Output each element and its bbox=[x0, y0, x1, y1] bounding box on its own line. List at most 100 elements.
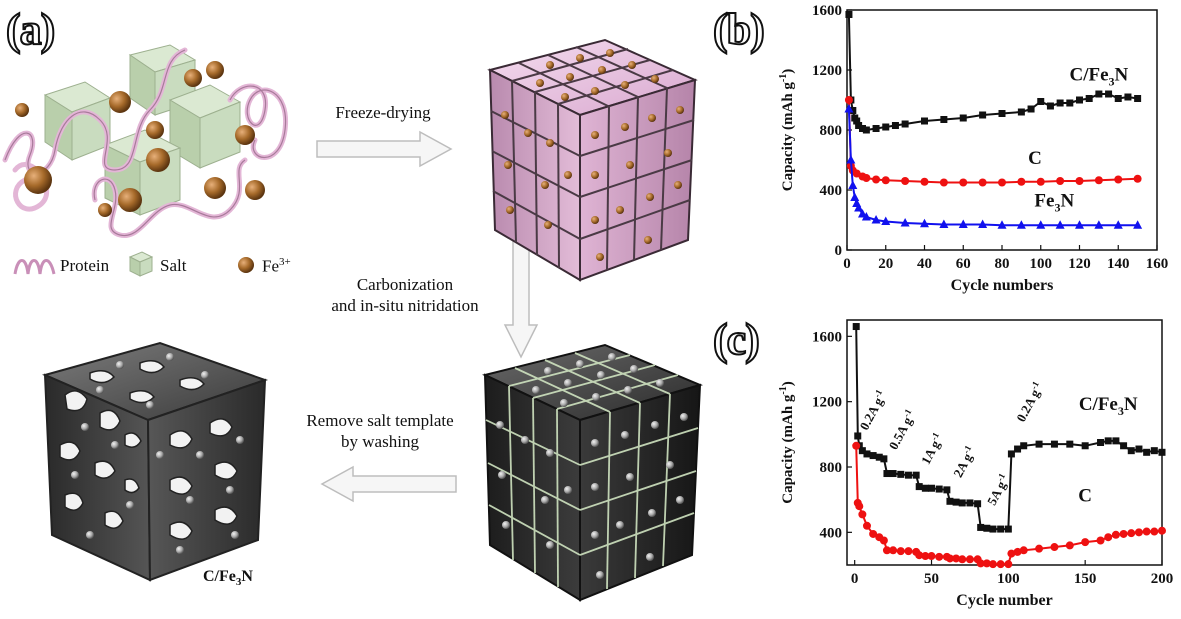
data-point-circle bbox=[855, 502, 864, 511]
x-tick-label: 140 bbox=[1107, 256, 1130, 272]
data-point-triangle bbox=[871, 215, 881, 224]
salt-legend-icon bbox=[128, 251, 154, 277]
carbonization-label-line2: and in-situ nitridation bbox=[331, 296, 479, 316]
data-point-triangle bbox=[1055, 220, 1065, 229]
data-point-square bbox=[1112, 437, 1120, 445]
data-point-circle bbox=[939, 178, 948, 187]
x-tick-label: 20 bbox=[878, 256, 893, 272]
data-point-triangle bbox=[1094, 220, 1104, 229]
data-point-square bbox=[882, 123, 890, 131]
series-label: C/Fe3N bbox=[1069, 65, 1128, 89]
data-point-square bbox=[989, 525, 997, 533]
data-point-square bbox=[921, 117, 928, 125]
data-point-circle bbox=[1114, 175, 1123, 184]
y-tick-label: 800 bbox=[820, 460, 843, 476]
data-point-square bbox=[1085, 95, 1093, 102]
plot-frame bbox=[846, 9, 1158, 251]
data-point-square bbox=[1097, 439, 1105, 446]
data-point-square bbox=[977, 523, 985, 531]
data-point-square bbox=[883, 470, 891, 478]
data-point-square bbox=[998, 110, 1006, 117]
data-point-square bbox=[943, 486, 951, 494]
data-point-square bbox=[1134, 95, 1142, 102]
data-point-circle bbox=[982, 559, 991, 568]
data-point-square bbox=[912, 471, 920, 479]
data-point-square bbox=[880, 455, 888, 463]
data-point-square bbox=[1076, 96, 1083, 104]
fe3-legend-symbol: Fe bbox=[262, 256, 279, 276]
data-point-square bbox=[863, 450, 871, 458]
x-tick-label: 100 bbox=[1030, 256, 1053, 272]
freeze-dried-cube bbox=[487, 38, 698, 282]
series-line-1 bbox=[847, 99, 1138, 184]
fe3-ions bbox=[15, 61, 265, 217]
data-point-square bbox=[1007, 450, 1015, 458]
data-point-square bbox=[1124, 93, 1132, 101]
x-tick-label: 120 bbox=[1068, 256, 1091, 272]
data-point-square bbox=[997, 525, 1005, 533]
fe3-ions-on-cube bbox=[501, 49, 684, 261]
data-point-triangle bbox=[844, 104, 854, 113]
data-point-triangle bbox=[997, 220, 1007, 229]
data-point-square bbox=[966, 499, 974, 507]
fe3-legend-icon bbox=[238, 257, 254, 273]
data-point-square bbox=[946, 497, 954, 505]
y-tick-label: 400 bbox=[820, 525, 843, 541]
data-point-triangle bbox=[1016, 220, 1026, 229]
data-point-circle bbox=[1075, 177, 1084, 185]
y-tick-label: 1600 bbox=[812, 3, 842, 19]
data-point-square bbox=[869, 452, 877, 460]
data-point-circle bbox=[920, 177, 929, 186]
carbonized-cube bbox=[482, 343, 703, 602]
data-point-square bbox=[1104, 437, 1112, 445]
remove-salt-arrow-icon bbox=[320, 465, 457, 503]
data-point-circle bbox=[935, 552, 944, 561]
data-point-circle bbox=[976, 559, 985, 568]
cfe3n-product-label: C/Fe3N bbox=[203, 568, 253, 588]
data-point-triangle bbox=[1113, 220, 1123, 229]
data-point-circle bbox=[882, 546, 891, 555]
data-point-circle bbox=[978, 178, 987, 187]
data-point-circle bbox=[852, 441, 861, 450]
fe3n-particles-on-cube bbox=[496, 353, 688, 579]
data-point-circle bbox=[965, 555, 974, 564]
data-point-circle bbox=[1004, 560, 1013, 569]
x-tick-label: 0 bbox=[843, 256, 851, 272]
protein-legend-icon bbox=[13, 259, 56, 275]
data-point-triangle bbox=[850, 192, 860, 201]
data-point-square bbox=[1158, 448, 1166, 456]
data-point-square bbox=[849, 107, 857, 114]
data-point-square bbox=[1035, 440, 1043, 448]
data-point-square bbox=[1066, 99, 1074, 107]
data-point-square bbox=[853, 117, 861, 125]
data-point-circle bbox=[921, 552, 930, 561]
data-point-circle bbox=[996, 560, 1005, 569]
data-point-square bbox=[1004, 525, 1012, 533]
data-point-triangle bbox=[854, 203, 864, 212]
data-point-circle bbox=[1158, 526, 1166, 535]
data-point-triangle bbox=[958, 219, 968, 228]
data-point-triangle bbox=[920, 218, 929, 228]
remove-salt-label-line2: by washing bbox=[341, 432, 419, 452]
data-point-square bbox=[1127, 447, 1135, 455]
x-axis-label: Cycle number bbox=[956, 592, 1052, 609]
data-point-square bbox=[1056, 99, 1064, 107]
data-point-circle bbox=[858, 510, 867, 519]
y-tick-label: 400 bbox=[820, 183, 843, 199]
data-point-square bbox=[1114, 95, 1122, 102]
data-point-circle bbox=[958, 555, 967, 564]
data-point-square bbox=[1017, 108, 1025, 116]
data-point-circle bbox=[1065, 541, 1074, 550]
data-point-square bbox=[901, 120, 909, 128]
carbonization-label: Carbonization and in-situ nitridation bbox=[300, 274, 510, 317]
data-point-square bbox=[1120, 442, 1128, 450]
data-point-circle bbox=[1019, 546, 1028, 555]
y-axis-label: Capacity (mAh g-1) bbox=[778, 69, 796, 192]
x-tick-label: 50 bbox=[924, 571, 939, 587]
series-label: C bbox=[1078, 485, 1092, 506]
y-tick-label: 1200 bbox=[812, 63, 842, 79]
protein-coil-shade bbox=[4, 49, 287, 237]
data-point-circle bbox=[869, 529, 878, 538]
remove-salt-label-line1: Remove salt template bbox=[306, 411, 454, 430]
rate-label: 2A g-1 bbox=[949, 443, 979, 480]
